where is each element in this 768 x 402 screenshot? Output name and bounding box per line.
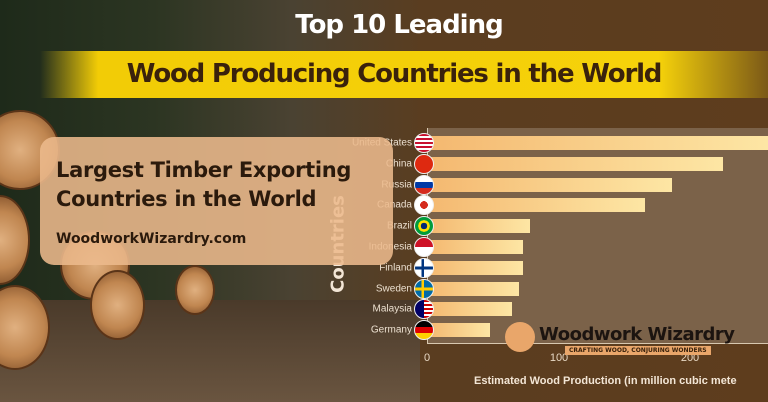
header-title-line2: Wood Producing Countries in the World (126, 59, 663, 89)
bar-united-states (427, 136, 768, 150)
finland-flag-icon (414, 257, 434, 278)
y-tick-label: China (385, 158, 412, 170)
log-image (175, 265, 215, 315)
bar-china (427, 156, 723, 171)
bar-canada (427, 198, 646, 213)
x-tick-label: 200 (680, 352, 700, 364)
bar-sweden (427, 281, 520, 296)
y-tick-label: Brazil (386, 220, 412, 232)
bar-malaysia (427, 302, 513, 317)
y-tick-label: Malaysia (372, 303, 412, 315)
background-ground (0, 300, 420, 402)
sweden-flag-icon (414, 278, 434, 299)
china-flag-icon (414, 153, 434, 174)
log-image (90, 270, 145, 340)
x-axis-label: Estimated Wood Production (in million cu… (474, 375, 737, 387)
germany-flag-icon (414, 320, 434, 341)
bar-indonesia (427, 240, 523, 254)
canada-flag-icon (414, 195, 434, 216)
x-tick-label: 0 (423, 352, 431, 364)
bar-russia (427, 177, 672, 192)
y-tick-label: Sweden (375, 283, 412, 295)
russia-flag-icon (414, 174, 434, 195)
y-tick-label: Russia (381, 179, 412, 191)
bar-brazil (427, 219, 530, 234)
indonesia-flag-icon (414, 237, 434, 257)
bar-germany (427, 323, 491, 338)
header-band (40, 51, 768, 98)
logo-name: Woodwork Wizardry (539, 324, 735, 345)
logo-tagline: CRAFTING WOOD, CONJURING WONDERS (565, 346, 711, 355)
y-tick-label: Canada (376, 199, 412, 211)
malaysia-flag-icon (414, 299, 434, 320)
header-title-line1: Top 10 Leading (295, 10, 503, 40)
logo-icon (505, 322, 535, 352)
y-tick-label: Germany (370, 324, 412, 336)
y-tick-label: Finland (379, 262, 412, 274)
card-site-link[interactable]: WoodworkWizardry.com (56, 231, 247, 247)
bar-finland (427, 260, 523, 275)
x-tick-label: 100 (549, 352, 569, 364)
brazil-flag-icon (414, 216, 434, 237)
card-title: Largest Timber Exporting Countries in th… (56, 158, 352, 211)
overlay-card (40, 137, 393, 265)
us-flag-icon (414, 133, 434, 153)
